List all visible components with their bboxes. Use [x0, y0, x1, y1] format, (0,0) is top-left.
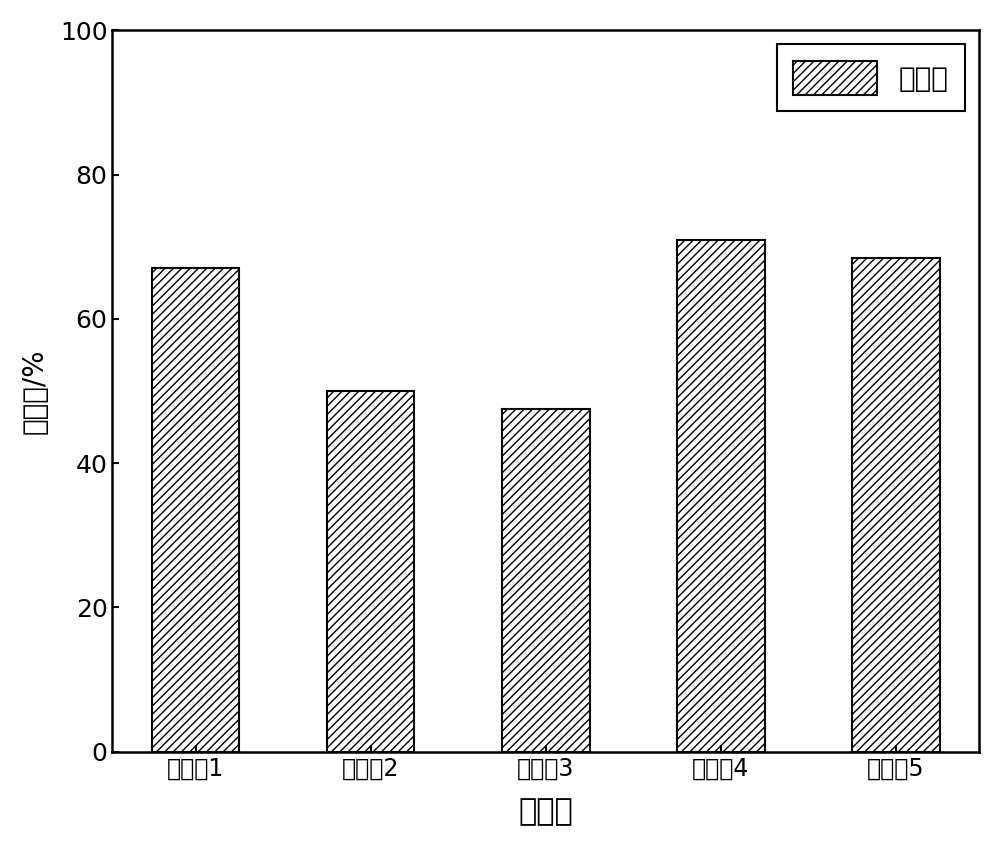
Bar [502, 409, 590, 751]
Bar [852, 257, 940, 751]
Bar [677, 240, 765, 751]
Legend: 降粘率: 降粘率 [777, 44, 965, 112]
Y-axis label: 降粘率/%: 降粘率/% [21, 348, 49, 434]
Bar [327, 391, 414, 751]
Bar [152, 268, 239, 751]
X-axis label: 降粘副: 降粘副 [518, 797, 573, 826]
